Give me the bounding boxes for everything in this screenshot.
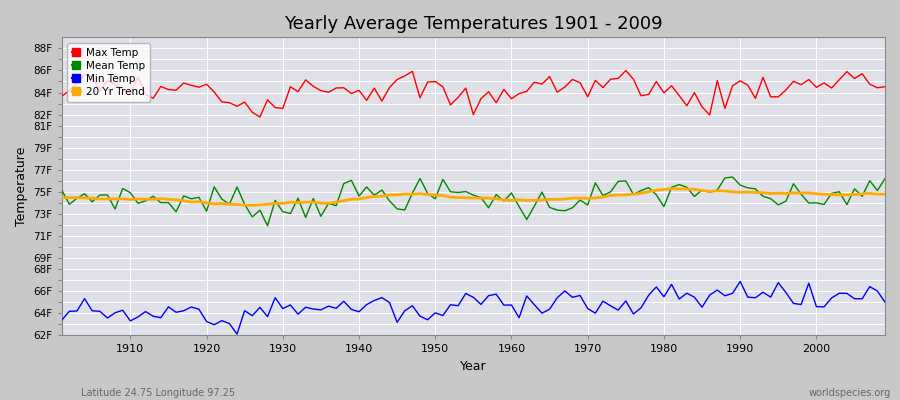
X-axis label: Year: Year (460, 360, 487, 373)
Text: worldspecies.org: worldspecies.org (809, 388, 891, 398)
Legend: Max Temp, Mean Temp, Min Temp, 20 Yr Trend: Max Temp, Mean Temp, Min Temp, 20 Yr Tre… (67, 42, 150, 102)
Title: Yearly Average Temperatures 1901 - 2009: Yearly Average Temperatures 1901 - 2009 (284, 15, 662, 33)
Y-axis label: Temperature: Temperature (15, 147, 28, 226)
Text: Latitude 24.75 Longitude 97.25: Latitude 24.75 Longitude 97.25 (81, 388, 235, 398)
